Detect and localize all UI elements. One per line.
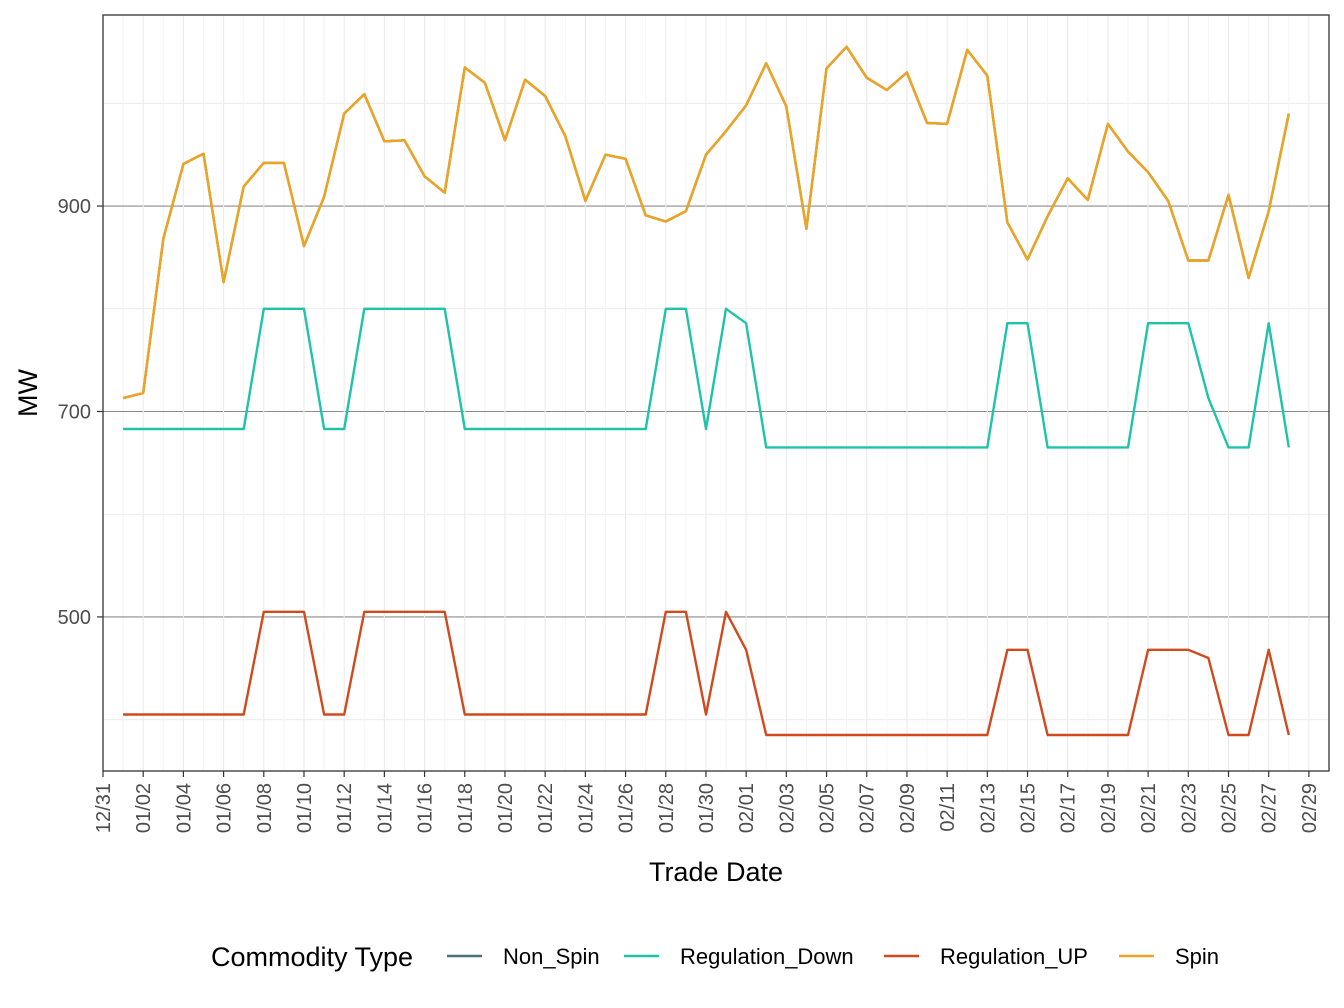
x-tick-label: 01/24 bbox=[575, 783, 597, 833]
x-tick-label: 01/02 bbox=[133, 783, 155, 833]
x-axis: 12/31 01/02 01/04 01/06 01/08 01/10 01/12 01/14… bbox=[93, 771, 1321, 833]
x-tick-label: 01/28 bbox=[656, 783, 678, 833]
x-tick-label: 01/10 bbox=[294, 783, 316, 833]
x-tick-label: 02/29 bbox=[1299, 783, 1321, 833]
x-tick-label: 01/26 bbox=[616, 783, 638, 833]
series-line-regulation-up bbox=[123, 610, 1290, 737]
x-tick-label: 02/01 bbox=[736, 783, 758, 833]
x-tick-label: 01/30 bbox=[696, 783, 718, 833]
x-tick-label: 02/09 bbox=[897, 783, 919, 833]
x-tick-label: 02/13 bbox=[977, 783, 999, 833]
legend-title: Commodity Type bbox=[211, 942, 413, 972]
legend-label-regulation-down: Regulation_Down bbox=[680, 944, 854, 969]
x-tick-label: 01/16 bbox=[415, 783, 437, 833]
x-tick-label: 02/21 bbox=[1138, 783, 1160, 833]
x-tick-label: 02/11 bbox=[937, 783, 959, 832]
x-tick-label: 02/19 bbox=[1098, 783, 1120, 833]
plot-panel-border bbox=[102, 14, 1330, 772]
x-tick-label: 02/05 bbox=[817, 783, 839, 833]
x-tick-label: 01/04 bbox=[173, 783, 195, 833]
x-tick-label: 01/22 bbox=[535, 783, 557, 833]
series-lines bbox=[122, 45, 1290, 737]
x-tick-label: 02/03 bbox=[776, 783, 798, 833]
y-tick-label: 900 bbox=[58, 196, 91, 218]
x-tick-label: 02/27 bbox=[1259, 783, 1281, 833]
y-tick-label: 500 bbox=[58, 607, 91, 629]
legend-label-spin: Spin bbox=[1175, 944, 1219, 969]
legend-label-non-spin: Non_Spin bbox=[503, 944, 600, 969]
x-tick-label: 02/15 bbox=[1018, 783, 1040, 833]
series-line-spin bbox=[122, 45, 1290, 400]
x-axis-title: Trade Date bbox=[649, 857, 783, 887]
x-tick-label: 01/14 bbox=[374, 783, 396, 833]
y-axis: 500 700 900 bbox=[58, 196, 103, 629]
x-tick-label: 02/23 bbox=[1178, 783, 1200, 833]
x-tick-label: 01/18 bbox=[455, 783, 477, 833]
x-tick-label: 01/20 bbox=[495, 783, 517, 833]
x-tick-label: 02/07 bbox=[857, 783, 879, 833]
series-line-regulation-down bbox=[123, 307, 1290, 449]
x-tick-label: 02/25 bbox=[1219, 783, 1241, 833]
x-tick-label: 01/06 bbox=[214, 783, 236, 833]
x-tick-label: 02/17 bbox=[1058, 783, 1080, 833]
y-axis-title: MW bbox=[13, 369, 43, 417]
y-tick-label: 700 bbox=[58, 401, 91, 423]
legend-label-regulation-up: Regulation_UP bbox=[940, 944, 1088, 969]
minor-gridlines bbox=[103, 15, 1329, 771]
legend: Commodity Type Non_Spin Regulation_Down Re… bbox=[211, 942, 1219, 972]
x-tick-label: 12/31 bbox=[93, 783, 115, 833]
x-tick-label: 01/12 bbox=[334, 783, 356, 833]
x-tick-label: 01/08 bbox=[254, 783, 276, 833]
